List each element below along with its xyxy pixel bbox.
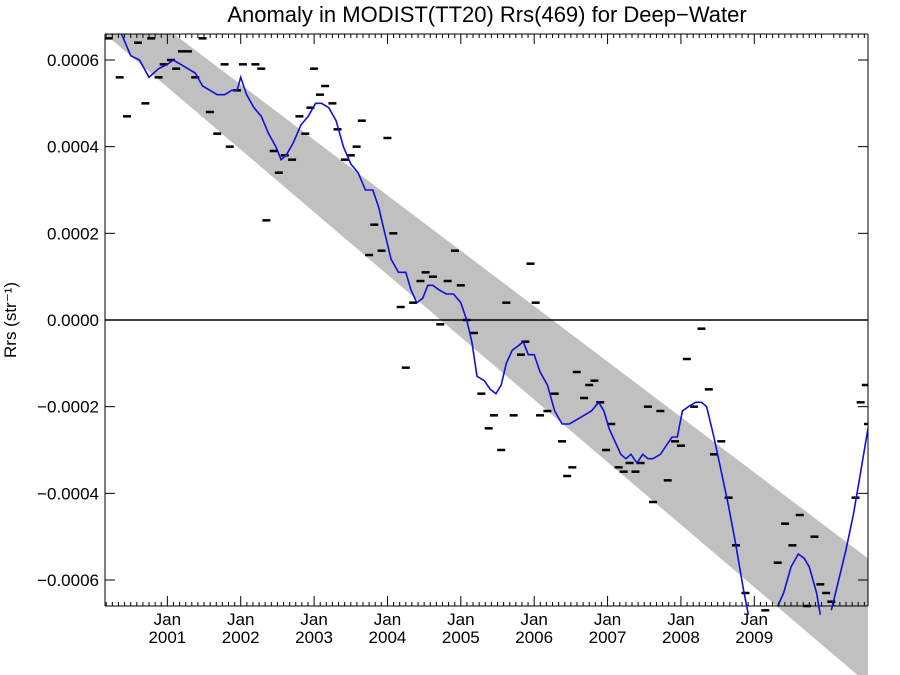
y-tick-label: 0.0000 [47,311,99,330]
x-tick-month: Jan [374,610,401,629]
plot-axes [104,33,869,607]
x-tick-year: 2007 [589,628,627,647]
x-tick-year: 2005 [442,628,480,647]
smoothed-line-3 [830,428,868,611]
y-axis-label: Rrs (str⁻¹) [1,282,20,358]
x-tick-year: 2001 [148,628,186,647]
x-tick-month: Jan [154,610,181,629]
x-tick-year: 2009 [735,628,773,647]
x-tick-month: Jan [594,610,621,629]
y-tick-label: −0.0006 [37,571,99,590]
uncertainty-band [105,34,868,675]
x-tick-month: Jan [741,610,768,629]
y-tick-label: −0.0004 [37,484,99,503]
chart-title: Anomaly in MODIST(TT20) Rrs(469) for Dee… [227,2,746,27]
y-tick-label: −0.0002 [37,398,99,417]
axis-ticks: 0.0006 0.0004 0.0002 0.0000 −0.0002 −0.0004 −0… [37,34,868,647]
x-tick-month: Jan [300,610,327,629]
x-tick-year: 2004 [369,628,407,647]
y-tick-label: 0.0004 [47,138,99,157]
y-tick-label: 0.0002 [47,224,99,243]
y-tick-label: 0.0006 [47,51,99,70]
x-tick-month: Jan [667,610,694,629]
x-tick-year: 2002 [222,628,260,647]
data-series [105,34,868,615]
x-tick-month: Jan [447,610,474,629]
smoothed-line-1 [120,34,750,615]
x-tick-year: 2008 [662,628,700,647]
band-polygon [105,34,868,675]
x-tick-month: Jan [520,610,547,629]
x-tick-year: 2003 [295,628,333,647]
smoothed-line-2 [777,552,822,615]
x-tick-month: Jan [227,610,254,629]
x-tick-year: 2006 [515,628,553,647]
